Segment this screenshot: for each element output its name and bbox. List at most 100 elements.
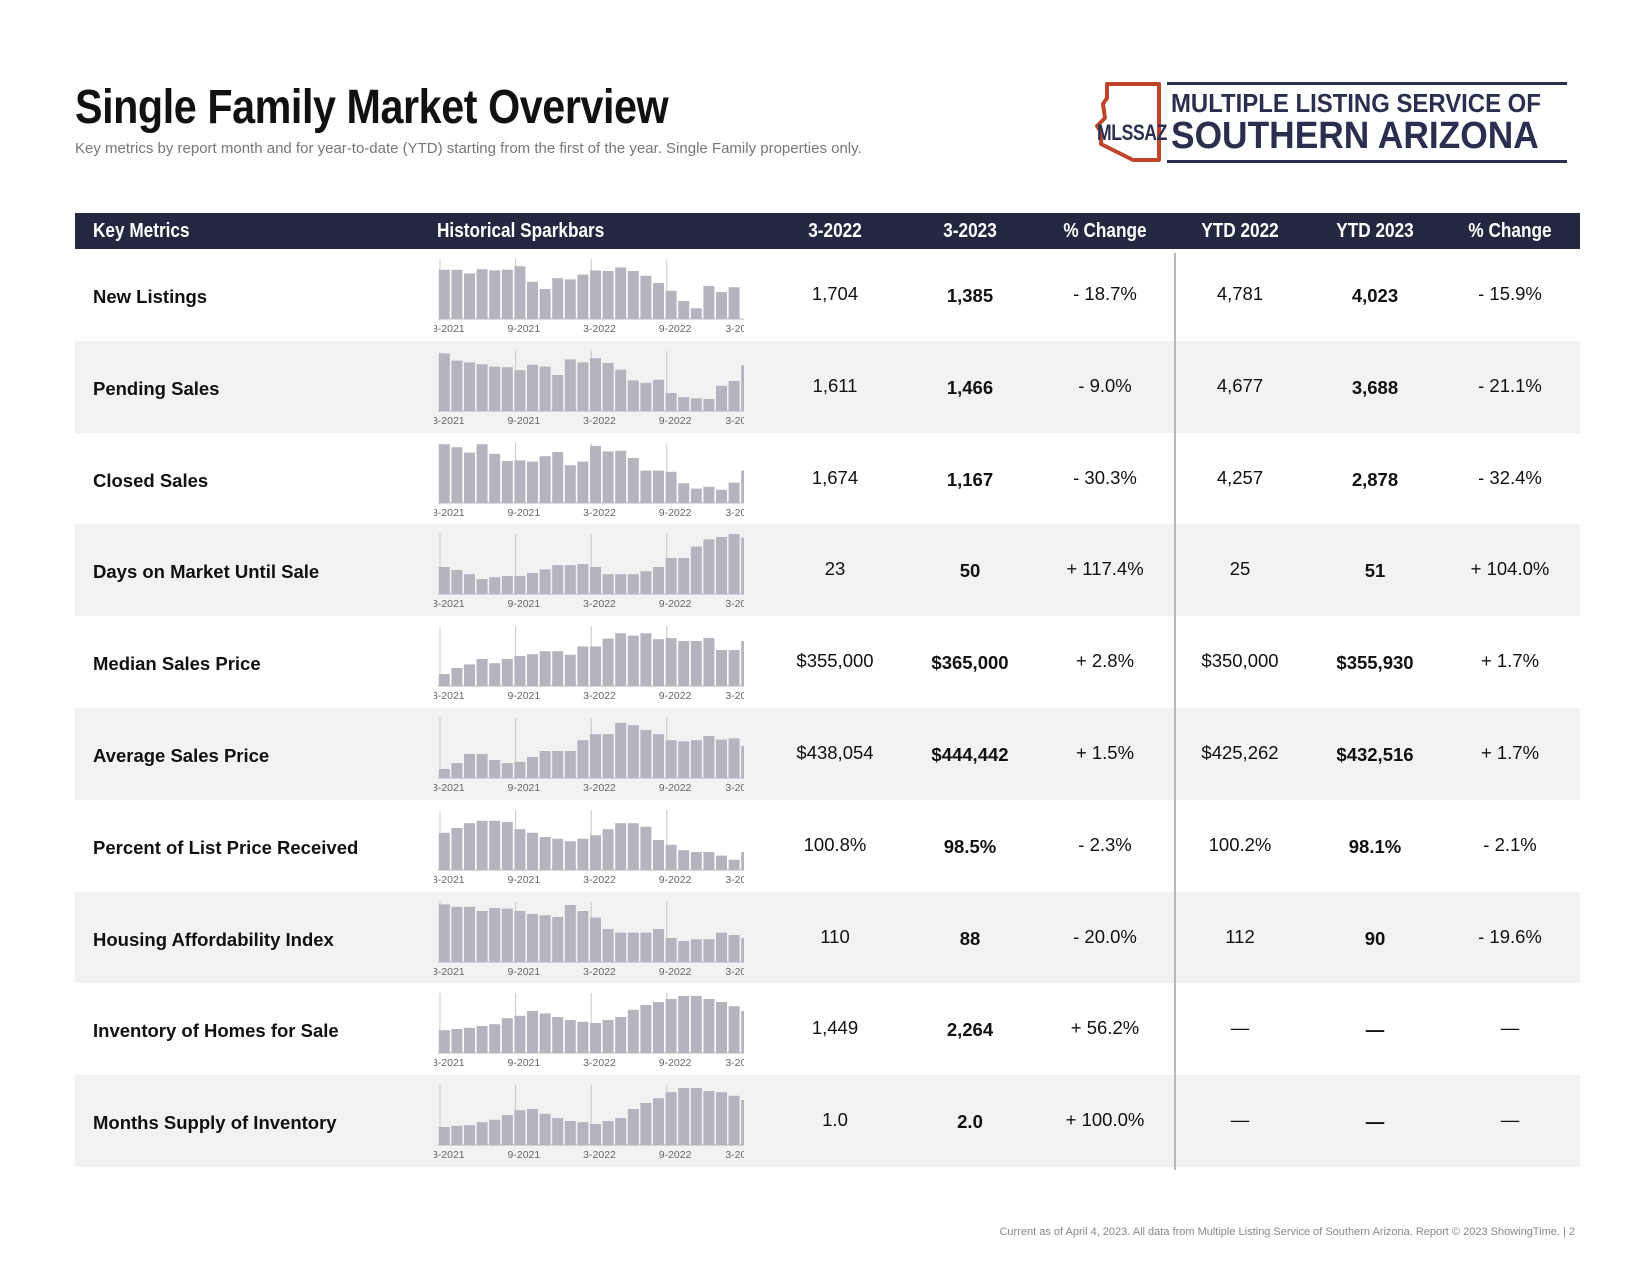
spark-bar <box>640 633 652 687</box>
cell-month-change: - 18.7% <box>1073 283 1137 304</box>
spark-bar <box>564 359 576 411</box>
spark-bar <box>514 1016 526 1054</box>
spark-bar <box>690 641 702 687</box>
spark-bar <box>501 821 513 870</box>
spark-bar <box>489 577 501 595</box>
spark-bar <box>552 838 564 870</box>
spark-bar <box>451 827 463 870</box>
sparkbar-chart: 3-2021 9-2021 3-2022 9-2022 3-2023 <box>434 350 744 427</box>
sparkbar-chart: 3-2021 9-2021 3-2022 9-2022 3-2023 <box>434 809 744 886</box>
spark-bar <box>489 453 501 503</box>
spark-bar <box>451 1029 463 1054</box>
spark-bar <box>489 366 501 411</box>
cell-month-2022: 1,674 <box>811 466 859 488</box>
cell-month-2023: 1,385 <box>946 285 994 306</box>
cell-ytd-2022: 112 <box>1225 925 1255 947</box>
spark-bar <box>438 768 450 778</box>
spark-bar <box>615 450 627 503</box>
spark-axis-label: 9-2022 <box>659 1149 692 1161</box>
spark-bar <box>653 639 664 687</box>
table-row: Days on Market Until Sale 3-2021 9-2021 3-2… <box>75 524 1580 617</box>
spark-bar <box>590 567 601 595</box>
spark-bar <box>514 910 526 962</box>
spark-bar <box>590 646 601 687</box>
spark-bar <box>539 750 551 778</box>
spark-bar <box>640 729 652 778</box>
spark-bar <box>552 565 564 595</box>
spark-bar <box>590 357 601 411</box>
table-row: Pending Sales 3-2021 9-2021 3-2022 9-2022 3-2… <box>75 340 1580 433</box>
spark-bar <box>703 539 715 595</box>
spark-bar <box>678 558 690 595</box>
logo-line-2: SOUTHERN ARIZONA <box>1171 115 1539 157</box>
sparkbar-chart: 3-2021 9-2021 3-2022 9-2022 3-2023 <box>434 993 744 1069</box>
spark-bar <box>741 365 744 411</box>
spark-bar <box>590 1023 601 1054</box>
spark-bar <box>590 445 601 503</box>
spark-bar <box>476 363 488 411</box>
spark-bar <box>716 489 727 503</box>
spark-axis-label: 9-2022 <box>659 966 692 978</box>
cell-ytd-2023: 98.1% <box>1348 835 1402 857</box>
spark-bar <box>564 464 576 503</box>
logo-rule-top <box>1167 82 1567 85</box>
spark-bar <box>728 534 740 595</box>
spark-bar <box>728 380 740 411</box>
cell-month-change: - 2.3% <box>1078 833 1132 855</box>
spark-bar <box>728 1095 740 1146</box>
spark-axis-label: 3-2023 <box>725 598 744 610</box>
spark-bar <box>489 1024 501 1054</box>
spark-axis-label: 9-2021 <box>508 598 541 610</box>
spark-bar <box>690 851 702 870</box>
cell-ytd-change: - 21.1% <box>1478 374 1542 396</box>
col-month-2023: 3-2023 <box>943 220 997 242</box>
spark-bar <box>716 385 727 411</box>
spark-bar <box>602 362 614 411</box>
spark-bar <box>728 650 740 687</box>
spark-bar <box>539 289 551 319</box>
spark-axis-label: 3-2021 <box>434 782 465 794</box>
spark-bar <box>653 928 664 962</box>
spark-bar <box>577 740 589 778</box>
spark-bar <box>703 735 715 778</box>
spark-bar <box>741 537 744 595</box>
sparkbar-chart: 3-2021 9-2021 3-2022 9-2022 3-2023 <box>434 534 744 610</box>
spark-axis-label: 3-2021 <box>434 874 465 886</box>
ytd-divider <box>1174 253 1176 1170</box>
spark-bar <box>464 1028 475 1054</box>
spark-bar <box>577 564 589 595</box>
col-sparkbars: Historical Sparkbars <box>437 220 605 242</box>
cell-ytd-2023: 2,878 <box>1351 468 1399 490</box>
spark-bar <box>615 822 627 870</box>
spark-axis-label: 9-2021 <box>508 1149 541 1161</box>
spark-bar <box>438 1127 450 1146</box>
spark-bar <box>514 576 526 595</box>
spark-bar <box>451 360 463 411</box>
spark-bar <box>728 287 740 319</box>
cell-month-change: + 2.8% <box>1075 650 1135 672</box>
spark-bar <box>464 452 475 503</box>
sparkbar-chart: 3-2021 9-2021 3-2022 9-2022 3-2023 <box>434 626 744 702</box>
spark-axis-label: 9-2021 <box>508 782 541 794</box>
spark-bar <box>501 460 513 503</box>
spark-axis-label: 9-2022 <box>659 782 692 794</box>
cell-ytd-2023: 4,023 <box>1351 285 1399 306</box>
spark-bar <box>527 756 538 778</box>
spark-bar <box>476 910 488 962</box>
spark-bar <box>476 820 488 870</box>
spark-bar <box>627 635 639 687</box>
spark-bar <box>627 1109 639 1146</box>
spark-bar <box>653 470 664 503</box>
spark-bar <box>464 664 475 687</box>
arizona-outline-icon <box>1095 82 1161 162</box>
spark-bar <box>615 932 627 962</box>
spark-axis-label: 3-2022 <box>583 415 616 427</box>
cell-ytd-change: — <box>1500 1109 1520 1131</box>
cell-ytd-2023: $355,930 <box>1336 652 1414 674</box>
spark-bar <box>716 650 727 687</box>
logo-abbreviation: MLSSAZ <box>1097 120 1167 145</box>
spark-bar <box>602 928 614 962</box>
spark-bar <box>741 1100 744 1146</box>
table-row: New Listings 3-2021 9-2021 3-2022 9-2022 3-20… <box>75 249 1580 341</box>
spark-bar <box>552 651 564 687</box>
